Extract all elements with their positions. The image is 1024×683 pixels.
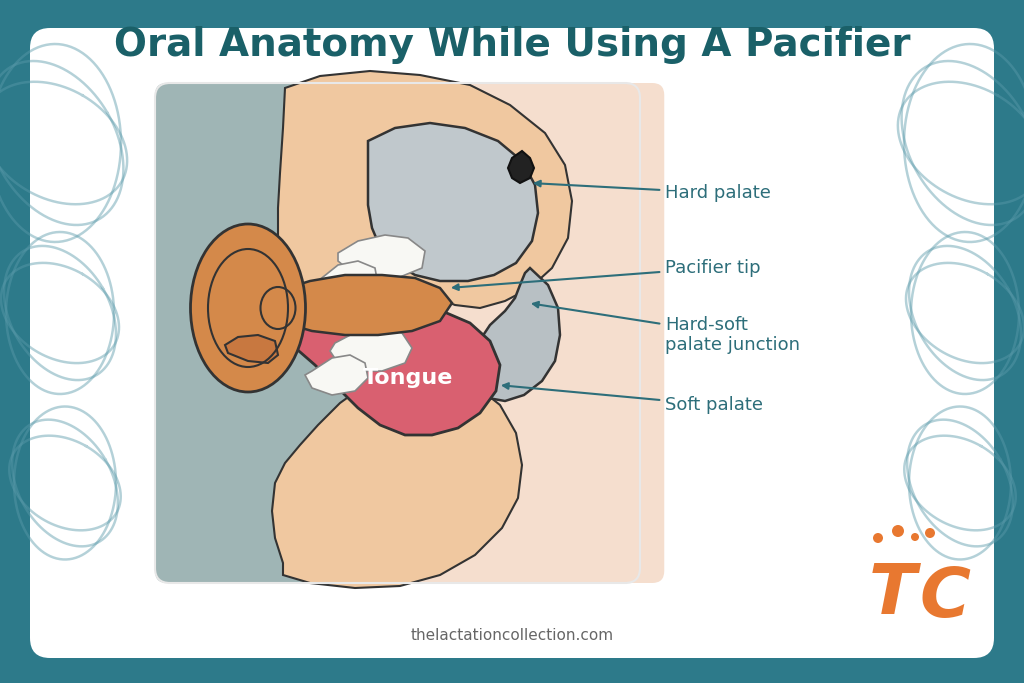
Polygon shape <box>305 355 368 395</box>
Ellipse shape <box>190 224 305 392</box>
Polygon shape <box>272 368 522 588</box>
Text: T: T <box>868 561 915 628</box>
Polygon shape <box>225 335 278 363</box>
Text: Hard palate: Hard palate <box>536 181 771 202</box>
Polygon shape <box>330 327 412 371</box>
Text: C: C <box>920 565 971 632</box>
Polygon shape <box>368 123 538 281</box>
Polygon shape <box>315 261 378 301</box>
Polygon shape <box>472 268 560 401</box>
FancyBboxPatch shape <box>30 28 994 658</box>
Polygon shape <box>508 151 534 183</box>
Text: Tongue: Tongue <box>362 368 454 388</box>
Text: thelactationcollection.com: thelactationcollection.com <box>411 628 613 643</box>
Circle shape <box>892 525 904 537</box>
Polygon shape <box>278 71 572 323</box>
Text: Oral Anatomy While Using A Pacifier: Oral Anatomy While Using A Pacifier <box>114 26 910 64</box>
Polygon shape <box>338 235 425 278</box>
Polygon shape <box>278 275 452 335</box>
FancyBboxPatch shape <box>155 83 456 583</box>
Text: Soft palate: Soft palate <box>503 383 763 414</box>
Ellipse shape <box>260 287 296 329</box>
Circle shape <box>911 533 919 541</box>
Circle shape <box>925 528 935 538</box>
FancyBboxPatch shape <box>374 83 665 583</box>
Polygon shape <box>285 308 500 435</box>
Text: Hard-soft
palate junction: Hard-soft palate junction <box>534 302 800 354</box>
Circle shape <box>873 533 883 543</box>
Text: Pacifier tip: Pacifier tip <box>453 259 761 290</box>
